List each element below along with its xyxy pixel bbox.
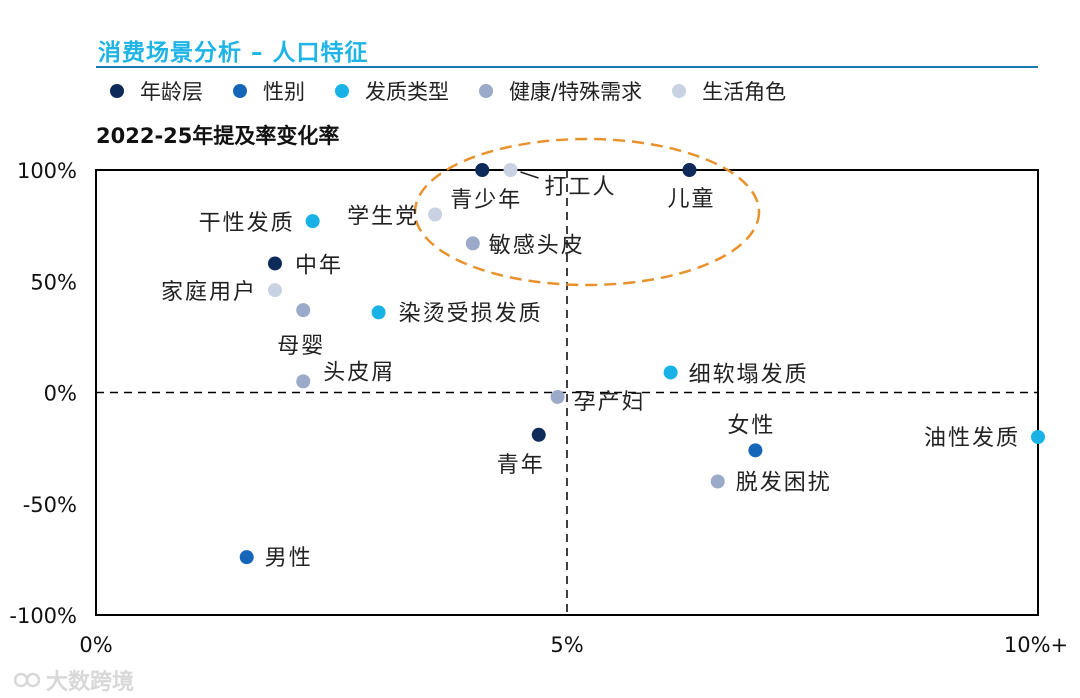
legend-marker — [672, 84, 687, 98]
legend-label: 发质类型 — [365, 80, 449, 104]
data-point — [682, 163, 697, 177]
point-label: 青少年 — [450, 188, 522, 213]
point-label: 学生党 — [347, 205, 419, 230]
y-tick-label: -50% — [23, 493, 77, 517]
highlight-ellipse — [413, 137, 761, 287]
page-title: 消费场景分析 – 人口特征 — [98, 40, 369, 66]
data-point — [239, 550, 254, 565]
legend-label: 健康/特殊需求 — [509, 80, 643, 104]
label-leader-line — [520, 171, 539, 179]
legend-item: 年龄层 — [110, 76, 203, 106]
chart-title: 2022-25年提及率变化率 — [96, 124, 340, 148]
watermark-text: 大数跨境 — [46, 670, 135, 695]
point-label: 脱发困扰 — [736, 471, 832, 496]
watermark-logo-icon — [14, 672, 40, 688]
data-point — [663, 365, 678, 380]
legend-marker — [479, 84, 493, 98]
data-point — [503, 163, 518, 177]
x-tick-label: 0% — [79, 633, 112, 657]
point-label: 儿童 — [667, 187, 715, 212]
point-label: 中年 — [295, 253, 343, 278]
legend-marker — [233, 84, 247, 98]
legend-label: 年龄层 — [140, 80, 203, 104]
y-tick-label: 100% — [17, 159, 77, 183]
data-point — [296, 374, 311, 389]
legend: 年龄层 性别 发质类型 健康/特殊需求 生活角色 — [110, 77, 816, 105]
legend-marker — [110, 84, 124, 98]
data-point — [475, 163, 490, 177]
data-point — [531, 427, 546, 442]
data-point — [267, 256, 282, 271]
legend-item: 性别 — [233, 76, 305, 106]
legend-item: 生活角色 — [672, 76, 786, 106]
data-point — [371, 305, 386, 320]
point-label: 女性 — [727, 413, 775, 438]
legend-item: 健康/特殊需求 — [479, 76, 642, 106]
point-label: 油性发质 — [924, 426, 1020, 451]
data-point — [296, 303, 311, 318]
legend-marker — [335, 84, 349, 98]
point-label: 头皮屑 — [323, 360, 395, 385]
point-label: 染烫受损发质 — [399, 301, 543, 326]
watermark: 大数跨境 — [14, 664, 134, 696]
point-label: 男性 — [265, 546, 313, 571]
y-tick-label: 0% — [44, 382, 77, 406]
point-label: 家庭用户 — [161, 280, 257, 305]
point-label: 母婴 — [277, 334, 325, 359]
point-label: 打工人 — [544, 175, 616, 200]
y-tick-label: 50% — [30, 270, 77, 294]
point-label: 敏感头皮 — [489, 233, 585, 258]
title-divider — [96, 66, 1038, 68]
legend-label: 性别 — [263, 80, 305, 104]
x-tick-label: 5% — [550, 633, 583, 657]
data-point — [748, 443, 763, 458]
legend-label: 生活角色 — [702, 80, 787, 104]
data-point — [710, 474, 725, 489]
point-label: 细软塌发质 — [689, 362, 809, 387]
x-tick-label: 10%+ — [1004, 633, 1068, 657]
point-label: 青年 — [497, 453, 545, 478]
point-label: 孕产妇 — [574, 390, 646, 415]
data-point — [267, 283, 282, 298]
point-label: 干性发质 — [199, 211, 295, 236]
legend-item: 发质类型 — [335, 76, 449, 106]
data-point — [1031, 430, 1045, 444]
data-point — [550, 389, 565, 404]
data-point — [428, 207, 443, 222]
data-point — [305, 214, 320, 229]
data-point — [465, 236, 480, 251]
y-tick-label: -100% — [9, 604, 77, 628]
